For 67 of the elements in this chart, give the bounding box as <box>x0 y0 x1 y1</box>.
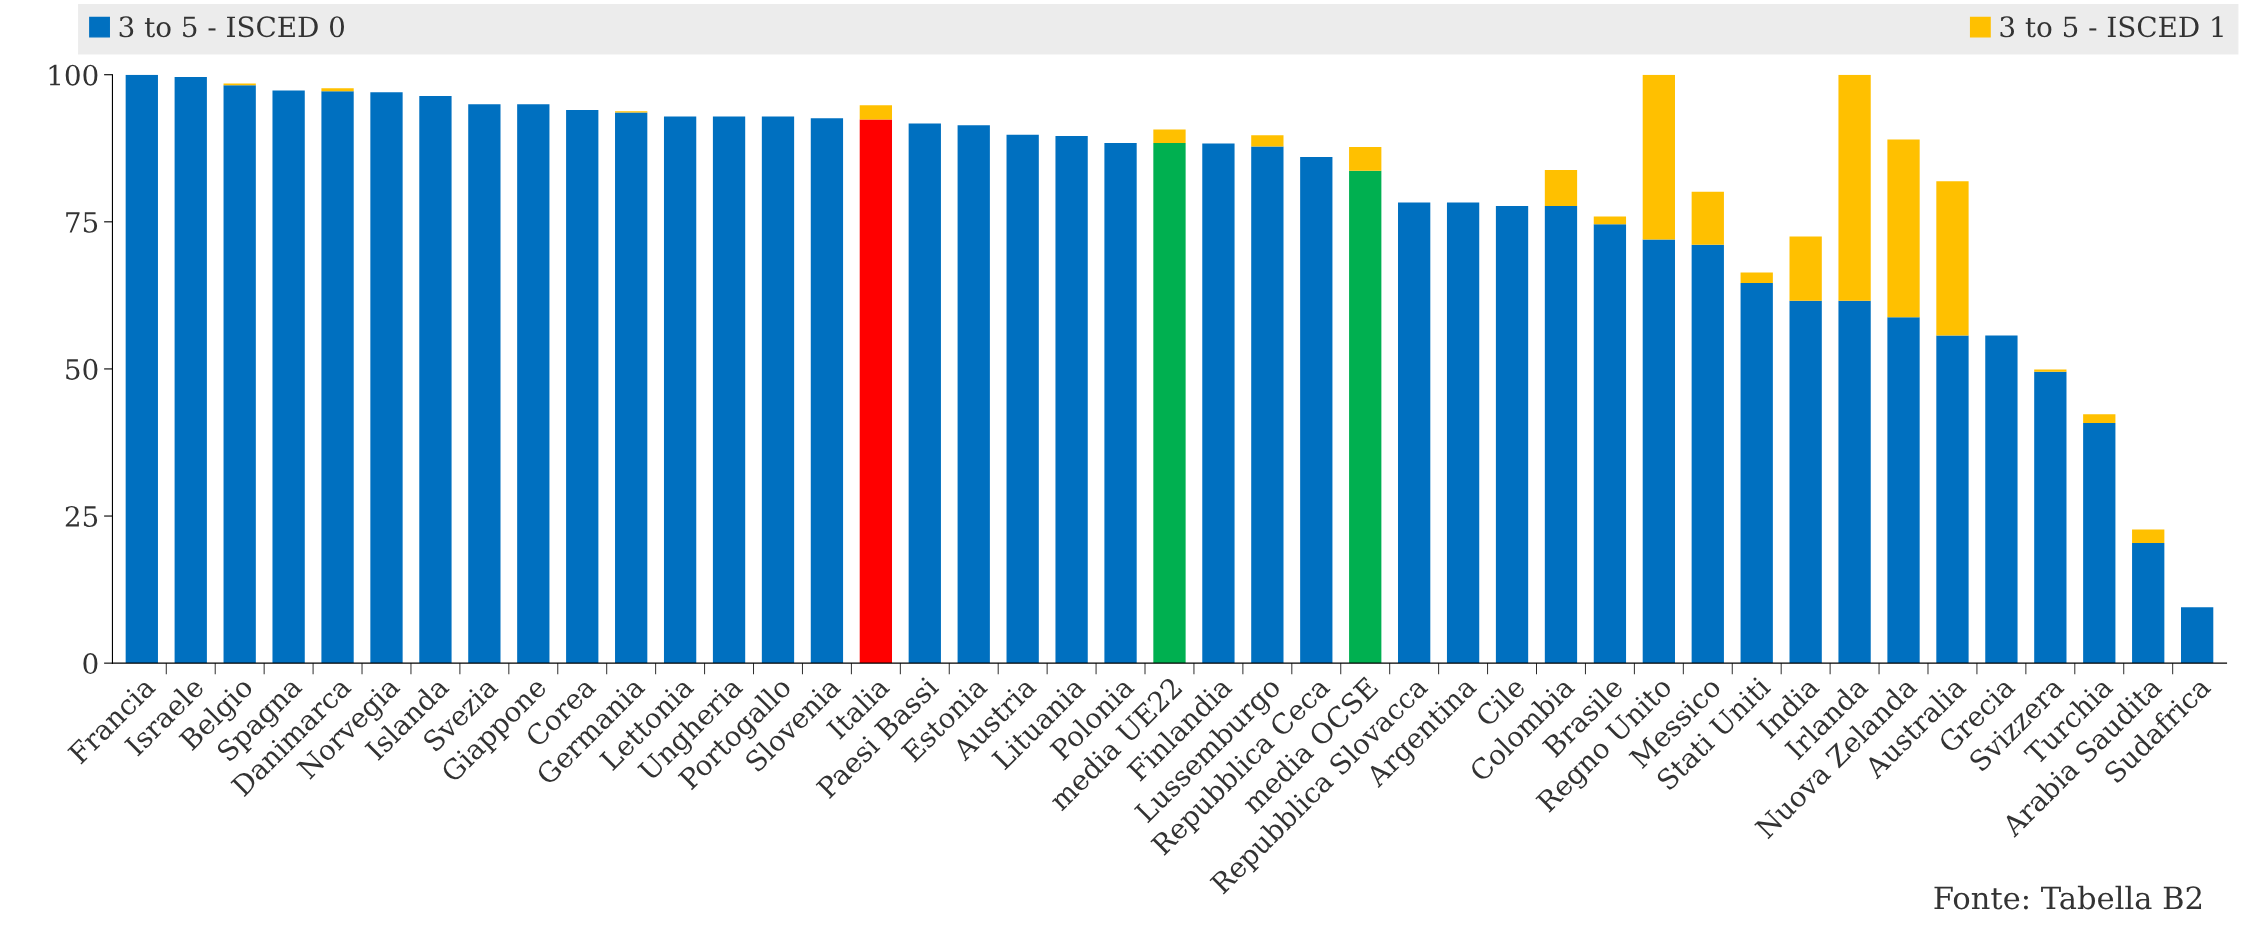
bar <box>810 118 844 664</box>
bar <box>272 90 305 664</box>
bar <box>859 119 893 664</box>
bar <box>1642 74 1675 240</box>
bar <box>1593 224 1627 664</box>
bar <box>468 104 501 664</box>
bar <box>761 116 795 664</box>
bar <box>1936 181 1969 336</box>
bar <box>1789 236 1822 301</box>
bar <box>2083 414 2116 424</box>
bar <box>908 123 941 664</box>
bar <box>663 116 697 664</box>
bar <box>957 125 990 664</box>
legend-label: 3 to 5 - ISCED 0 <box>119 16 344 38</box>
bar <box>1838 74 1871 301</box>
bar <box>1740 272 1773 284</box>
bar <box>1691 191 1724 245</box>
bar <box>1789 300 1822 664</box>
bar <box>1104 142 1137 664</box>
y-tick-label: 75 <box>66 212 98 233</box>
bar <box>2083 423 2116 664</box>
bar <box>1985 335 2018 664</box>
bar <box>1838 300 1871 664</box>
bar <box>2132 543 2165 664</box>
bar <box>321 91 354 664</box>
bar <box>1153 129 1186 143</box>
bar <box>517 104 550 664</box>
bar <box>1544 170 1578 206</box>
bar <box>615 112 648 664</box>
bar <box>321 88 354 92</box>
bar <box>1153 142 1186 664</box>
y-tick-label: 100 <box>49 64 98 86</box>
bar <box>1251 146 1284 664</box>
bar <box>1495 205 1529 664</box>
bar <box>1642 239 1675 664</box>
bar <box>1349 147 1382 171</box>
bar <box>125 74 158 664</box>
bar <box>1593 216 1627 225</box>
y-tick-label: 50 <box>66 358 98 380</box>
bar <box>1544 205 1578 664</box>
bar <box>1349 170 1382 664</box>
bar <box>1691 244 1724 664</box>
bar <box>859 105 893 120</box>
bar <box>1006 134 1039 664</box>
bar <box>2181 607 2214 664</box>
bar <box>1300 157 1333 664</box>
bar <box>1887 317 1920 664</box>
bar <box>174 77 207 664</box>
source-note: Fonte: Tabella B2 <box>1934 885 2202 910</box>
bar <box>1887 139 1920 318</box>
bar <box>1740 283 1773 664</box>
bar <box>419 95 452 664</box>
bar <box>1398 202 1431 664</box>
bar <box>2034 371 2067 664</box>
bar <box>1446 202 1480 664</box>
legend-label: 3 to 5 - ISCED 1 <box>2000 16 2223 38</box>
bar <box>1055 135 1088 664</box>
bar <box>1251 135 1284 147</box>
bar <box>1936 335 1969 664</box>
y-tick-label: 0 <box>83 653 98 675</box>
bar <box>370 92 403 664</box>
bar <box>712 116 746 664</box>
bar <box>2132 529 2165 544</box>
bar <box>566 110 599 664</box>
bar <box>223 85 256 664</box>
bar <box>1202 143 1235 664</box>
y-tick-label: 25 <box>65 505 98 527</box>
